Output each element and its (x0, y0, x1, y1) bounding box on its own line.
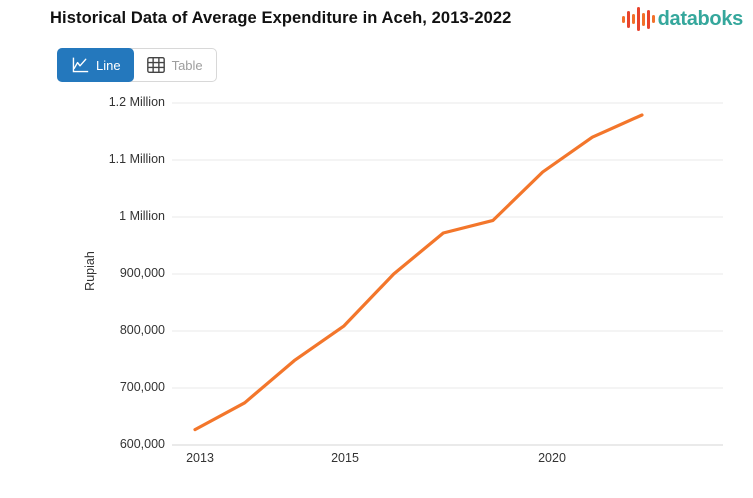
x-tick-label: 2015 (331, 451, 359, 465)
databoks-logo-text: databoks (657, 7, 744, 30)
logo-bar (641, 12, 645, 26)
y-tick-label: 1.2 Million (108, 95, 165, 109)
y-tick-label: 700,000 (119, 380, 165, 394)
y-tick-label: 600,000 (119, 437, 165, 451)
table-view-label: Table (171, 57, 203, 73)
logo-bar (636, 7, 640, 31)
logo-bar (651, 15, 655, 23)
y-tick-label: 800,000 (119, 323, 165, 337)
logo-bar (621, 15, 625, 23)
x-tick-label: 2013 (186, 451, 214, 465)
logo-bar (646, 9, 650, 29)
databoks-logo: databoks (621, 6, 744, 32)
line-view-label: Line (96, 57, 121, 73)
line-view-button[interactable]: Line (57, 48, 134, 82)
x-tick-label: 2020 (538, 451, 566, 465)
logo-bar (626, 10, 630, 28)
page-title: Historical Data of Average Expenditure i… (50, 9, 512, 27)
line-chart-icon (70, 56, 90, 74)
y-tick-label: 900,000 (119, 266, 165, 280)
table-view-button[interactable]: Table (133, 49, 216, 81)
expenditure-line-series (193, 113, 644, 432)
chart-view-toggle: Line Table (57, 48, 217, 82)
table-icon (146, 56, 166, 74)
databoks-logo-icon (621, 6, 655, 32)
y-tick-label: 1 Million (119, 209, 165, 223)
logo-bar (631, 14, 635, 24)
y-tick-label: 1.1 Million (108, 152, 165, 166)
